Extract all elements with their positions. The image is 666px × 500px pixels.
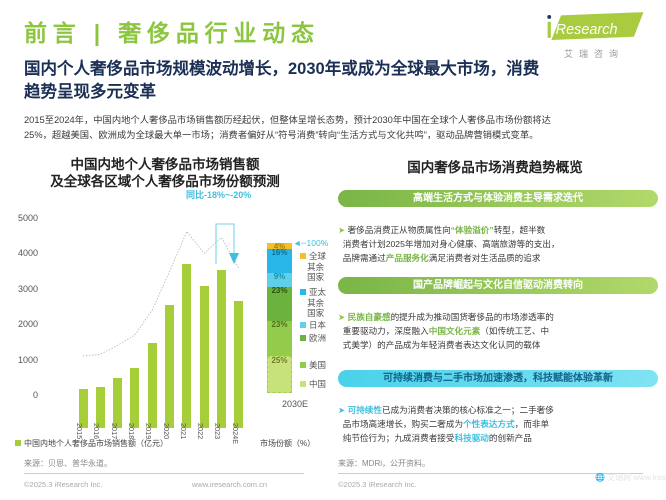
- svg-text:Research: Research: [556, 22, 618, 38]
